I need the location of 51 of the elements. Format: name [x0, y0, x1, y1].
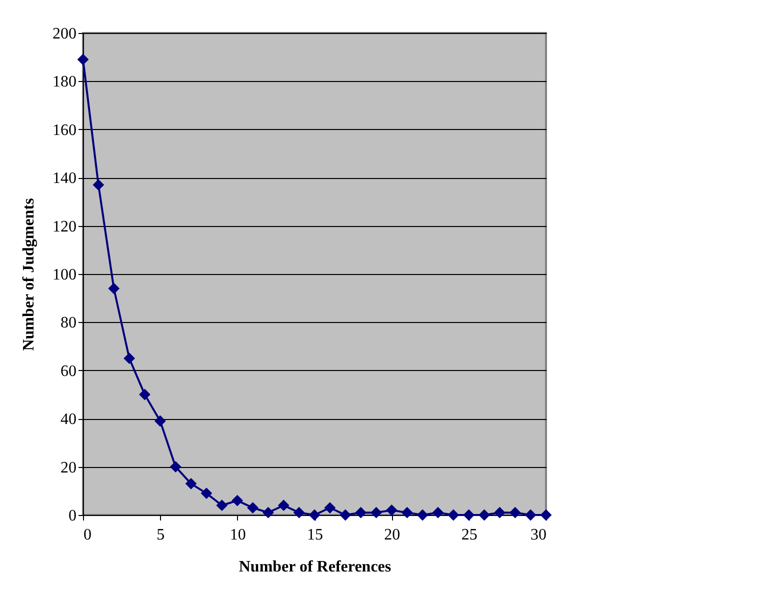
- point: [540, 509, 552, 521]
- point: [509, 506, 521, 518]
- point: [185, 478, 197, 490]
- y-tick-label: 40: [60, 411, 76, 428]
- x-axis-title: Number of References: [238, 558, 392, 576]
- x-tick-label: 30: [530, 526, 546, 544]
- point: [232, 494, 244, 506]
- point: [463, 509, 475, 521]
- point: [324, 502, 336, 514]
- point: [170, 461, 182, 472]
- point: [524, 509, 536, 521]
- point: [247, 502, 258, 514]
- point: [386, 504, 398, 516]
- point: [92, 179, 104, 191]
- x-tick-label: 0: [84, 526, 92, 544]
- point: [401, 506, 413, 518]
- y-tick-label: 80: [60, 314, 76, 332]
- point: [308, 509, 320, 521]
- x-tick-label: 10: [230, 526, 246, 544]
- point: [77, 54, 89, 66]
- point: [154, 415, 166, 427]
- y-tick-label: 0: [68, 508, 76, 524]
- point: [278, 500, 290, 512]
- point: [370, 506, 382, 518]
- point: [355, 506, 366, 518]
- point: [448, 509, 460, 521]
- point: [416, 509, 428, 521]
- y-tick-label: 100: [52, 266, 76, 284]
- point: [108, 282, 120, 294]
- y-tick-label: 60: [60, 362, 76, 380]
- point: [478, 509, 490, 521]
- point: [293, 506, 305, 518]
- x-tick-label: 25: [461, 526, 478, 544]
- y-tick-label: 180: [52, 74, 76, 91]
- x-tick-label: 5: [156, 526, 165, 544]
- x-tick-label: 20: [384, 526, 400, 544]
- point: [139, 388, 150, 400]
- y-tick-label: 160: [52, 122, 76, 139]
- y-tick-label: 140: [52, 170, 76, 188]
- point: [200, 488, 212, 500]
- x-tick-label: 15: [307, 526, 323, 544]
- y-tick-label: 200: [52, 26, 76, 42]
- y-tick-label: 20: [60, 459, 76, 476]
- y-axis-title: Number of Judgments: [20, 198, 38, 351]
- y-tick-label: 120: [52, 218, 76, 236]
- point: [340, 509, 352, 521]
- point: [432, 506, 444, 518]
- point: [494, 506, 506, 518]
- point: [216, 500, 228, 512]
- point: [262, 506, 274, 518]
- point: [124, 352, 135, 364]
